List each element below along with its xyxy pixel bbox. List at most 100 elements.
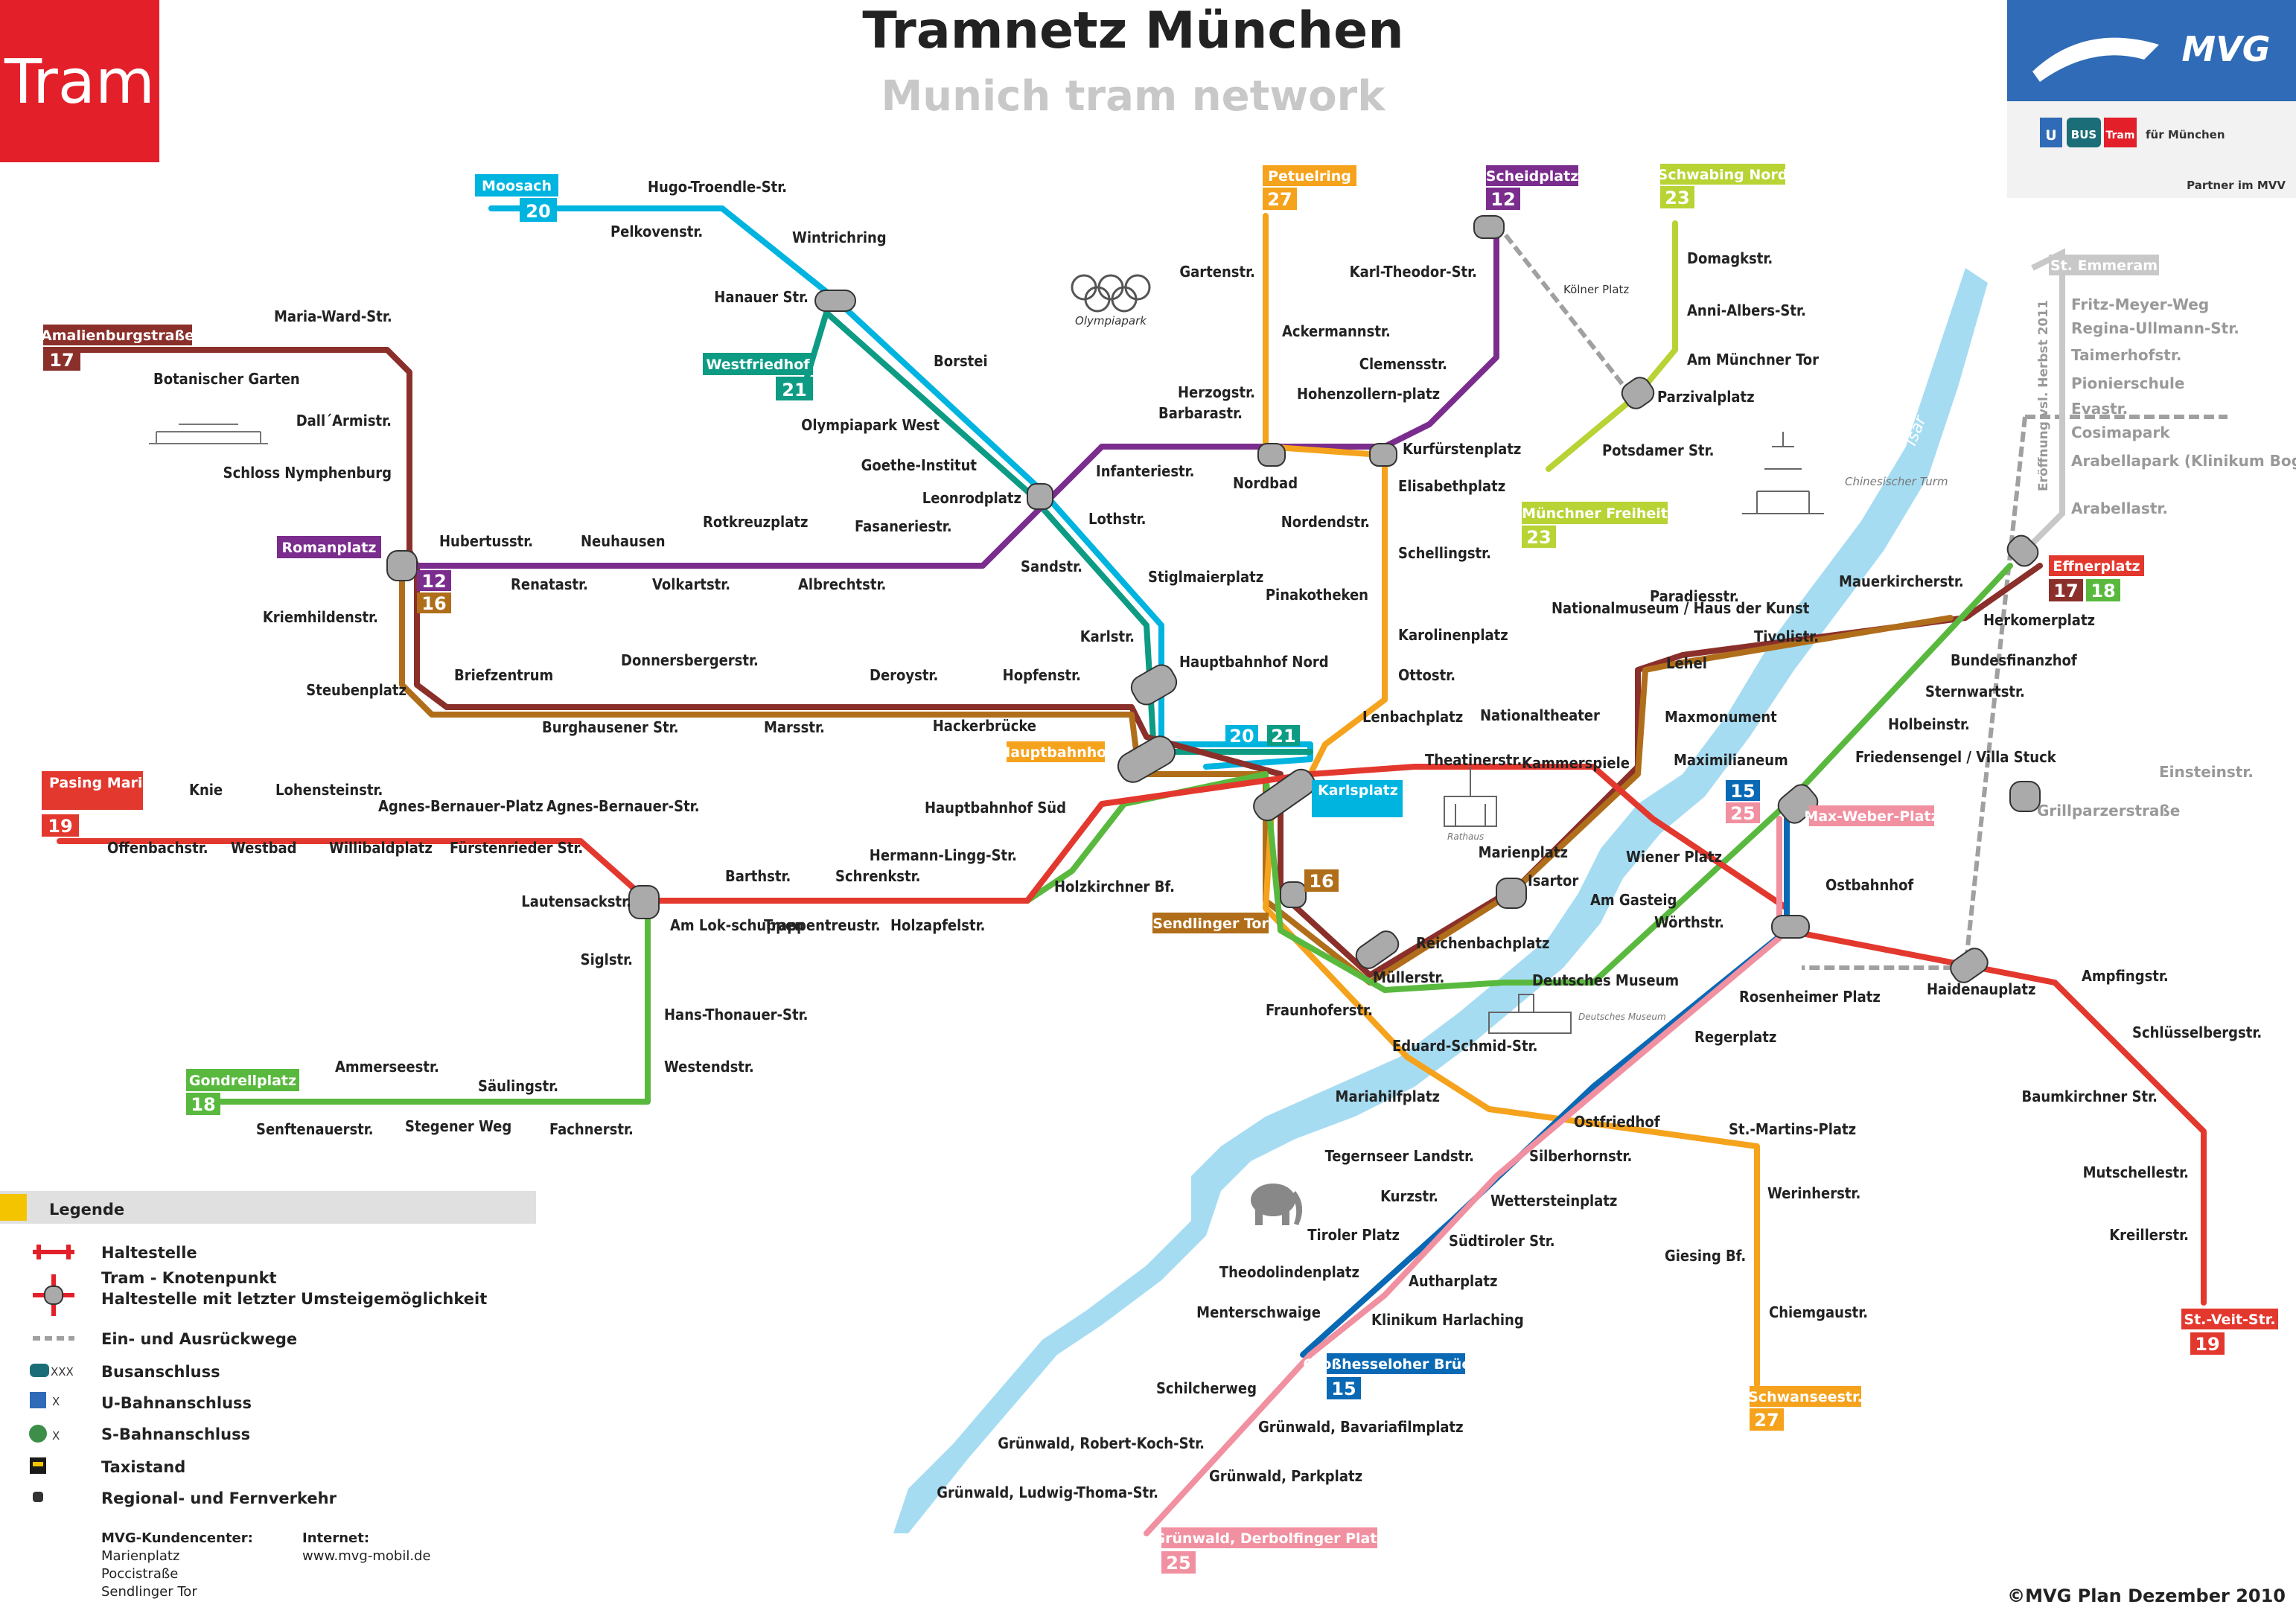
station-clemensstr: Clemensstr. bbox=[1359, 355, 1447, 373]
svg-text:20: 20 bbox=[1229, 726, 1254, 747]
terminus-st-veit-str[interactable]: St.-Veit-Str. 19 bbox=[2181, 1309, 2278, 1355]
svg-text:27: 27 bbox=[1754, 1410, 1779, 1431]
station-stiglmaierplatz: Stiglmaierplatz bbox=[1148, 568, 1263, 586]
terminus-schwanseestr[interactable]: Schwanseestr. 27 bbox=[1748, 1386, 1863, 1431]
terminus-effnerplatz[interactable]: Effnerplatz 17 18 bbox=[2049, 555, 2144, 601]
terminus-pasing-marienplatz[interactable]: Pasing Marienplatz 19 bbox=[42, 771, 202, 837]
station-fuerstenrieder-str: Fürstenrieder Str. bbox=[450, 839, 583, 857]
station-paradiesstr: Paradiesstr. bbox=[1650, 587, 1739, 605]
svg-text:12: 12 bbox=[421, 571, 446, 592]
terminus-grosshesseloher-bruecke[interactable]: Großhesseloher Brücke 15 bbox=[1303, 1353, 1489, 1399]
terminus-gruenwald-derbolfinger-platz[interactable]: Grünwald, Derbolfinger Platz 25 bbox=[1153, 1527, 1385, 1574]
station-marsstr: Marsstr. bbox=[764, 718, 825, 736]
svg-text:Legende: Legende bbox=[49, 1201, 124, 1219]
svg-text:15: 15 bbox=[1331, 1379, 1356, 1399]
svg-text:Tram - Knotenpunkt: Tram - Knotenpunkt bbox=[101, 1269, 277, 1287]
svg-text:für München: für München bbox=[2146, 128, 2225, 141]
svg-text:Petuelring: Petuelring bbox=[1268, 168, 1351, 185]
terminus-amalienburgstrasse[interactable]: Amalienburgstraße 17 bbox=[41, 325, 194, 371]
station-karl-theodor-str: Karl-Theodor-Str. bbox=[1350, 263, 1477, 281]
svg-text:Effnerplatz: Effnerplatz bbox=[2053, 558, 2140, 575]
station-volkartstr: Volkartstr. bbox=[652, 575, 730, 593]
terminus-petuelring[interactable]: Petuelring 27 bbox=[1263, 165, 1356, 210]
svg-text:Ein- und Ausrückwege: Ein- und Ausrückwege bbox=[101, 1330, 297, 1348]
search-icon bbox=[0, 1194, 27, 1221]
svg-text:21: 21 bbox=[1271, 726, 1295, 747]
station-kurzstr: Kurzstr. bbox=[1380, 1187, 1438, 1205]
station-fasaneriestr: Fasaneriestr. bbox=[855, 517, 952, 535]
station-wintrichring: Wintrichring bbox=[792, 229, 887, 246]
station-barbarastr: Barbarastr. bbox=[1158, 404, 1243, 422]
elephant-icon bbox=[1251, 1184, 1303, 1225]
terminus-max-weber-platz[interactable]: Max-Weber-Platz 15 25 bbox=[1726, 780, 1939, 826]
rathaus-label: Rathaus bbox=[1447, 831, 1484, 842]
svg-text:19: 19 bbox=[2195, 1334, 2219, 1355]
station-nordbad: Nordbad bbox=[1233, 474, 1298, 492]
legend-stop-icon bbox=[33, 1245, 74, 1259]
svg-text:Haltestelle mit letzter Umstei: Haltestelle mit letzter Umsteigemöglichk… bbox=[101, 1290, 487, 1308]
station-hubertusstr: Hubertusstr. bbox=[439, 532, 533, 550]
isar-label-south: Isar bbox=[1082, 1365, 1116, 1402]
svg-text:XXX: XXX bbox=[51, 1365, 74, 1379]
svg-text:Arabellapark (Klinikum Bogenha: Arabellapark (Klinikum Bogenhausen) bbox=[2071, 452, 2296, 470]
station-hopfenstr: Hopfenstr. bbox=[1003, 666, 1081, 684]
svg-text:18: 18 bbox=[191, 1094, 215, 1115]
terminus-st-emmeram[interactable]: St. Emmeram bbox=[2049, 255, 2159, 275]
station-regerplatz: Regerplatz bbox=[1694, 1028, 1776, 1046]
station-werinherstr: Werinherstr. bbox=[1767, 1184, 1860, 1202]
terminus-hauptbahnhof[interactable]: Hauptbahnhof bbox=[998, 741, 1113, 762]
station-willibaldplatz: Willibaldplatz bbox=[329, 839, 433, 857]
svg-text:MVG-Kundencenter:: MVG-Kundencenter: bbox=[101, 1530, 253, 1546]
station-chiemgaustr: Chiemgaustr. bbox=[1769, 1303, 1868, 1321]
legend-regional-rail-icon bbox=[33, 1492, 43, 1502]
station-hohenzollernplatz: Hohenzollern-platz bbox=[1297, 385, 1440, 403]
bus-icon bbox=[2067, 118, 2101, 147]
station-maximilianeum: Maximilianeum bbox=[1674, 751, 1788, 769]
station-tiroler-platz: Tiroler Platz bbox=[1307, 1226, 1400, 1244]
svg-text:Marienplatz: Marienplatz bbox=[101, 1548, 179, 1564]
terminus-schwabing-nord[interactable]: Schwabing Nord 23 bbox=[1658, 164, 1788, 208]
station-hauptbahnhof-sued: Hauptbahnhof Süd bbox=[925, 799, 1066, 817]
station-infanteriestr: Infanteriestr. bbox=[1096, 462, 1195, 480]
map-subtitle: Munich tram network bbox=[881, 72, 1387, 121]
station-trappentreustr: Trappentreustr. bbox=[764, 916, 881, 934]
svg-text:20: 20 bbox=[526, 201, 550, 222]
station-bundesfinanzhof: Bundesfinanzhof bbox=[1951, 651, 2077, 669]
station-nationalmuseum: Nationalmuseum / Haus der Kunst bbox=[1552, 599, 1810, 617]
terminus-sendlinger-tor[interactable]: Sendlinger Tor 16 bbox=[1152, 869, 1339, 933]
tram-badge-text: Tram bbox=[4, 47, 155, 118]
station-sternwartstr: Sternwartstr. bbox=[1925, 683, 2025, 700]
station-marienplatz: Marienplatz bbox=[1479, 843, 1568, 861]
svg-text:Grünwald, Derbolfinger Platz: Grünwald, Derbolfinger Platz bbox=[1153, 1530, 1385, 1547]
terminus-gondrellplatz[interactable]: Gondrellplatz 18 bbox=[186, 1069, 299, 1115]
website-link: www.mvg-mobil.de bbox=[302, 1548, 431, 1564]
station-tivolistr: Tivolistr. bbox=[1754, 627, 1819, 645]
rathaus-icon bbox=[1444, 767, 1497, 827]
terminus-karlsplatz-stachus[interactable]: Karlsplatz (Stachus) bbox=[1312, 780, 1479, 817]
station-neuhausen: Neuhausen bbox=[581, 532, 666, 550]
station-wettersteinplatz: Wettersteinplatz bbox=[1490, 1192, 1617, 1210]
footer: MVG-Kundencenter: Marienplatz Poccistraß… bbox=[101, 1530, 2286, 1606]
station-dall-armistr: Dall´Armistr. bbox=[296, 412, 392, 429]
svg-text:St.-Veit-Str.: St.-Veit-Str. bbox=[2184, 1312, 2275, 1328]
station-lothstr: Lothstr. bbox=[1088, 510, 1146, 528]
tram-badge bbox=[0, 0, 159, 162]
svg-text:16: 16 bbox=[421, 593, 446, 614]
svg-text:17: 17 bbox=[49, 350, 74, 371]
svg-text:19: 19 bbox=[48, 816, 72, 837]
station-kreillerstr: Kreillerstr. bbox=[2109, 1226, 2189, 1244]
station-hermann-lingg-str: Hermann-Lingg-Str. bbox=[870, 846, 1017, 864]
terminus-muenchner-freiheit[interactable]: Münchner Freiheit 23 bbox=[1522, 502, 1668, 548]
terminus-moosach[interactable]: Moosach 20 bbox=[475, 174, 558, 222]
station-ammerseestr: Ammerseestr. bbox=[335, 1058, 439, 1076]
terminus-romanplatz[interactable]: Romanplatz 12 16 bbox=[277, 536, 451, 614]
station-fachnerstr: Fachnerstr. bbox=[549, 1120, 634, 1138]
station-offenbachstr: Offenbachstr. bbox=[107, 839, 208, 857]
terminus-scheidplatz[interactable]: Scheidplatz 12 bbox=[1486, 165, 1579, 210]
station-maxmonument: Maxmonument bbox=[1665, 708, 1777, 726]
terminus-westfriedhof[interactable]: Westfriedhof 21 bbox=[703, 353, 813, 400]
svg-text:Eröffnung vsl. Herbst 2011: Eröffnung vsl. Herbst 2011 bbox=[2036, 300, 2051, 491]
svg-text:17: 17 bbox=[2053, 581, 2078, 601]
hbf-line-badges: 20 21 bbox=[1225, 725, 1300, 747]
